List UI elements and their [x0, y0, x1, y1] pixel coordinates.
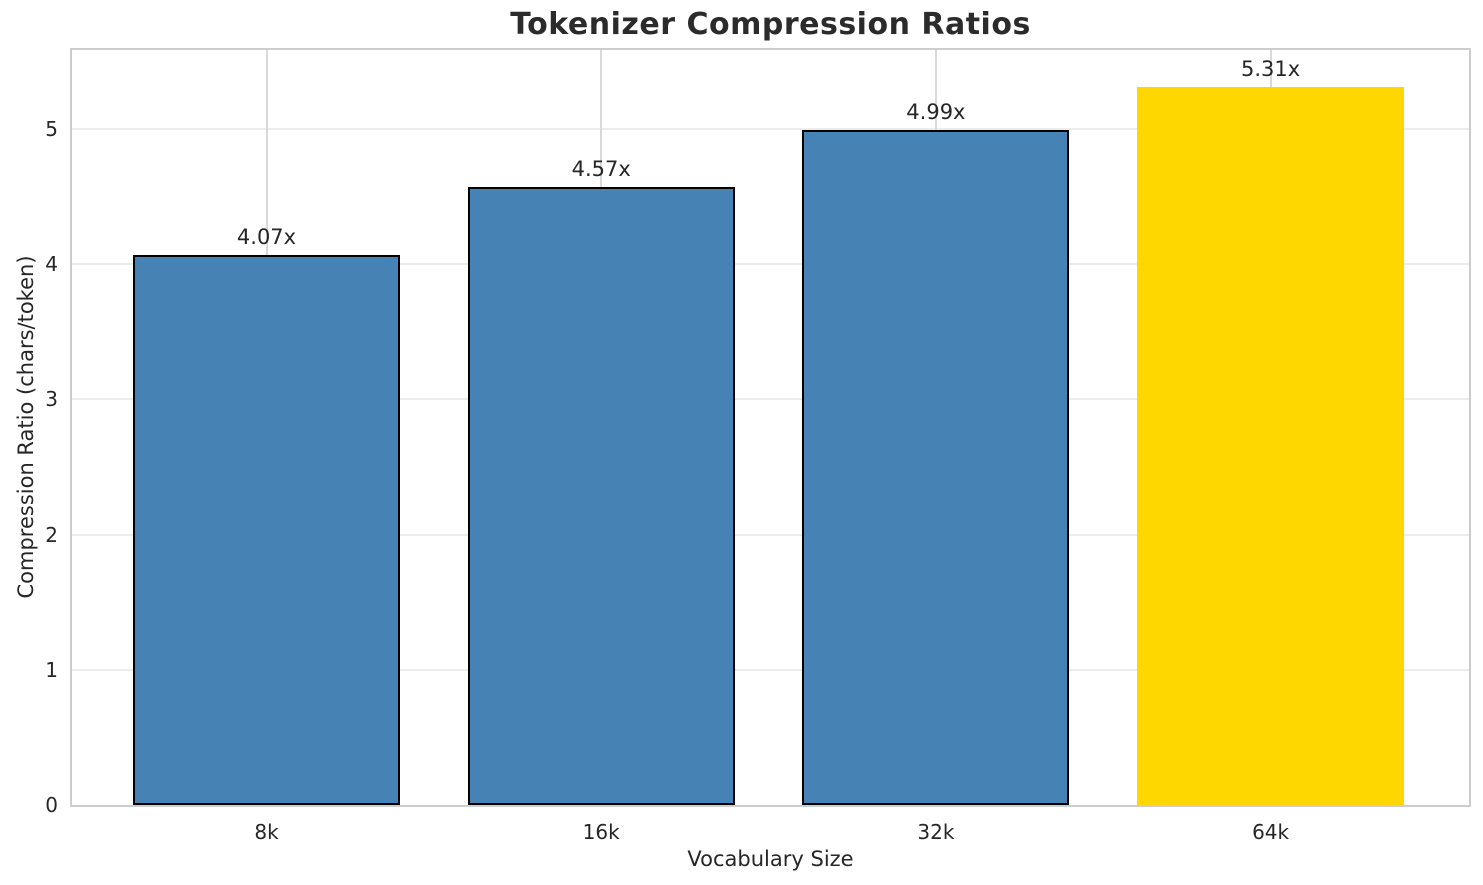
- h-gridline: [72, 128, 1469, 131]
- bar-8k: [133, 254, 400, 805]
- x-tick-label: 32k: [917, 820, 955, 844]
- plot-area: 4.07x 4.57x 4.99x 5.31x: [70, 48, 1471, 807]
- chart-title: Tokenizer Compression Ratios: [510, 7, 1031, 42]
- x-tick-label: 16k: [582, 820, 620, 844]
- bar-64k: [1137, 87, 1405, 805]
- bar-value-label: 4.57x: [571, 157, 631, 182]
- bar-16k: [467, 187, 735, 805]
- y-tick-label: 4: [45, 252, 58, 277]
- bar-value-label: 4.07x: [236, 224, 297, 249]
- bar-value-label: 4.99x: [906, 100, 966, 125]
- h-gridline: [72, 263, 1469, 266]
- x-axis-label: Vocabulary Size: [687, 847, 854, 871]
- y-tick-label: 5: [45, 117, 58, 142]
- h-gridline: [72, 668, 1469, 671]
- y-tick-label: 3: [45, 387, 58, 412]
- bar-32k: [802, 130, 1070, 805]
- x-tick-label: 8k: [254, 820, 279, 844]
- y-tick-label: 2: [45, 522, 58, 547]
- h-gridline: [72, 398, 1469, 401]
- y-tick-label: 1: [45, 657, 58, 682]
- bar-value-label: 5.31x: [1241, 57, 1301, 82]
- x-tick-label: 64k: [1252, 820, 1290, 844]
- h-gridline: [72, 533, 1469, 536]
- y-tick-label: 0: [45, 793, 58, 817]
